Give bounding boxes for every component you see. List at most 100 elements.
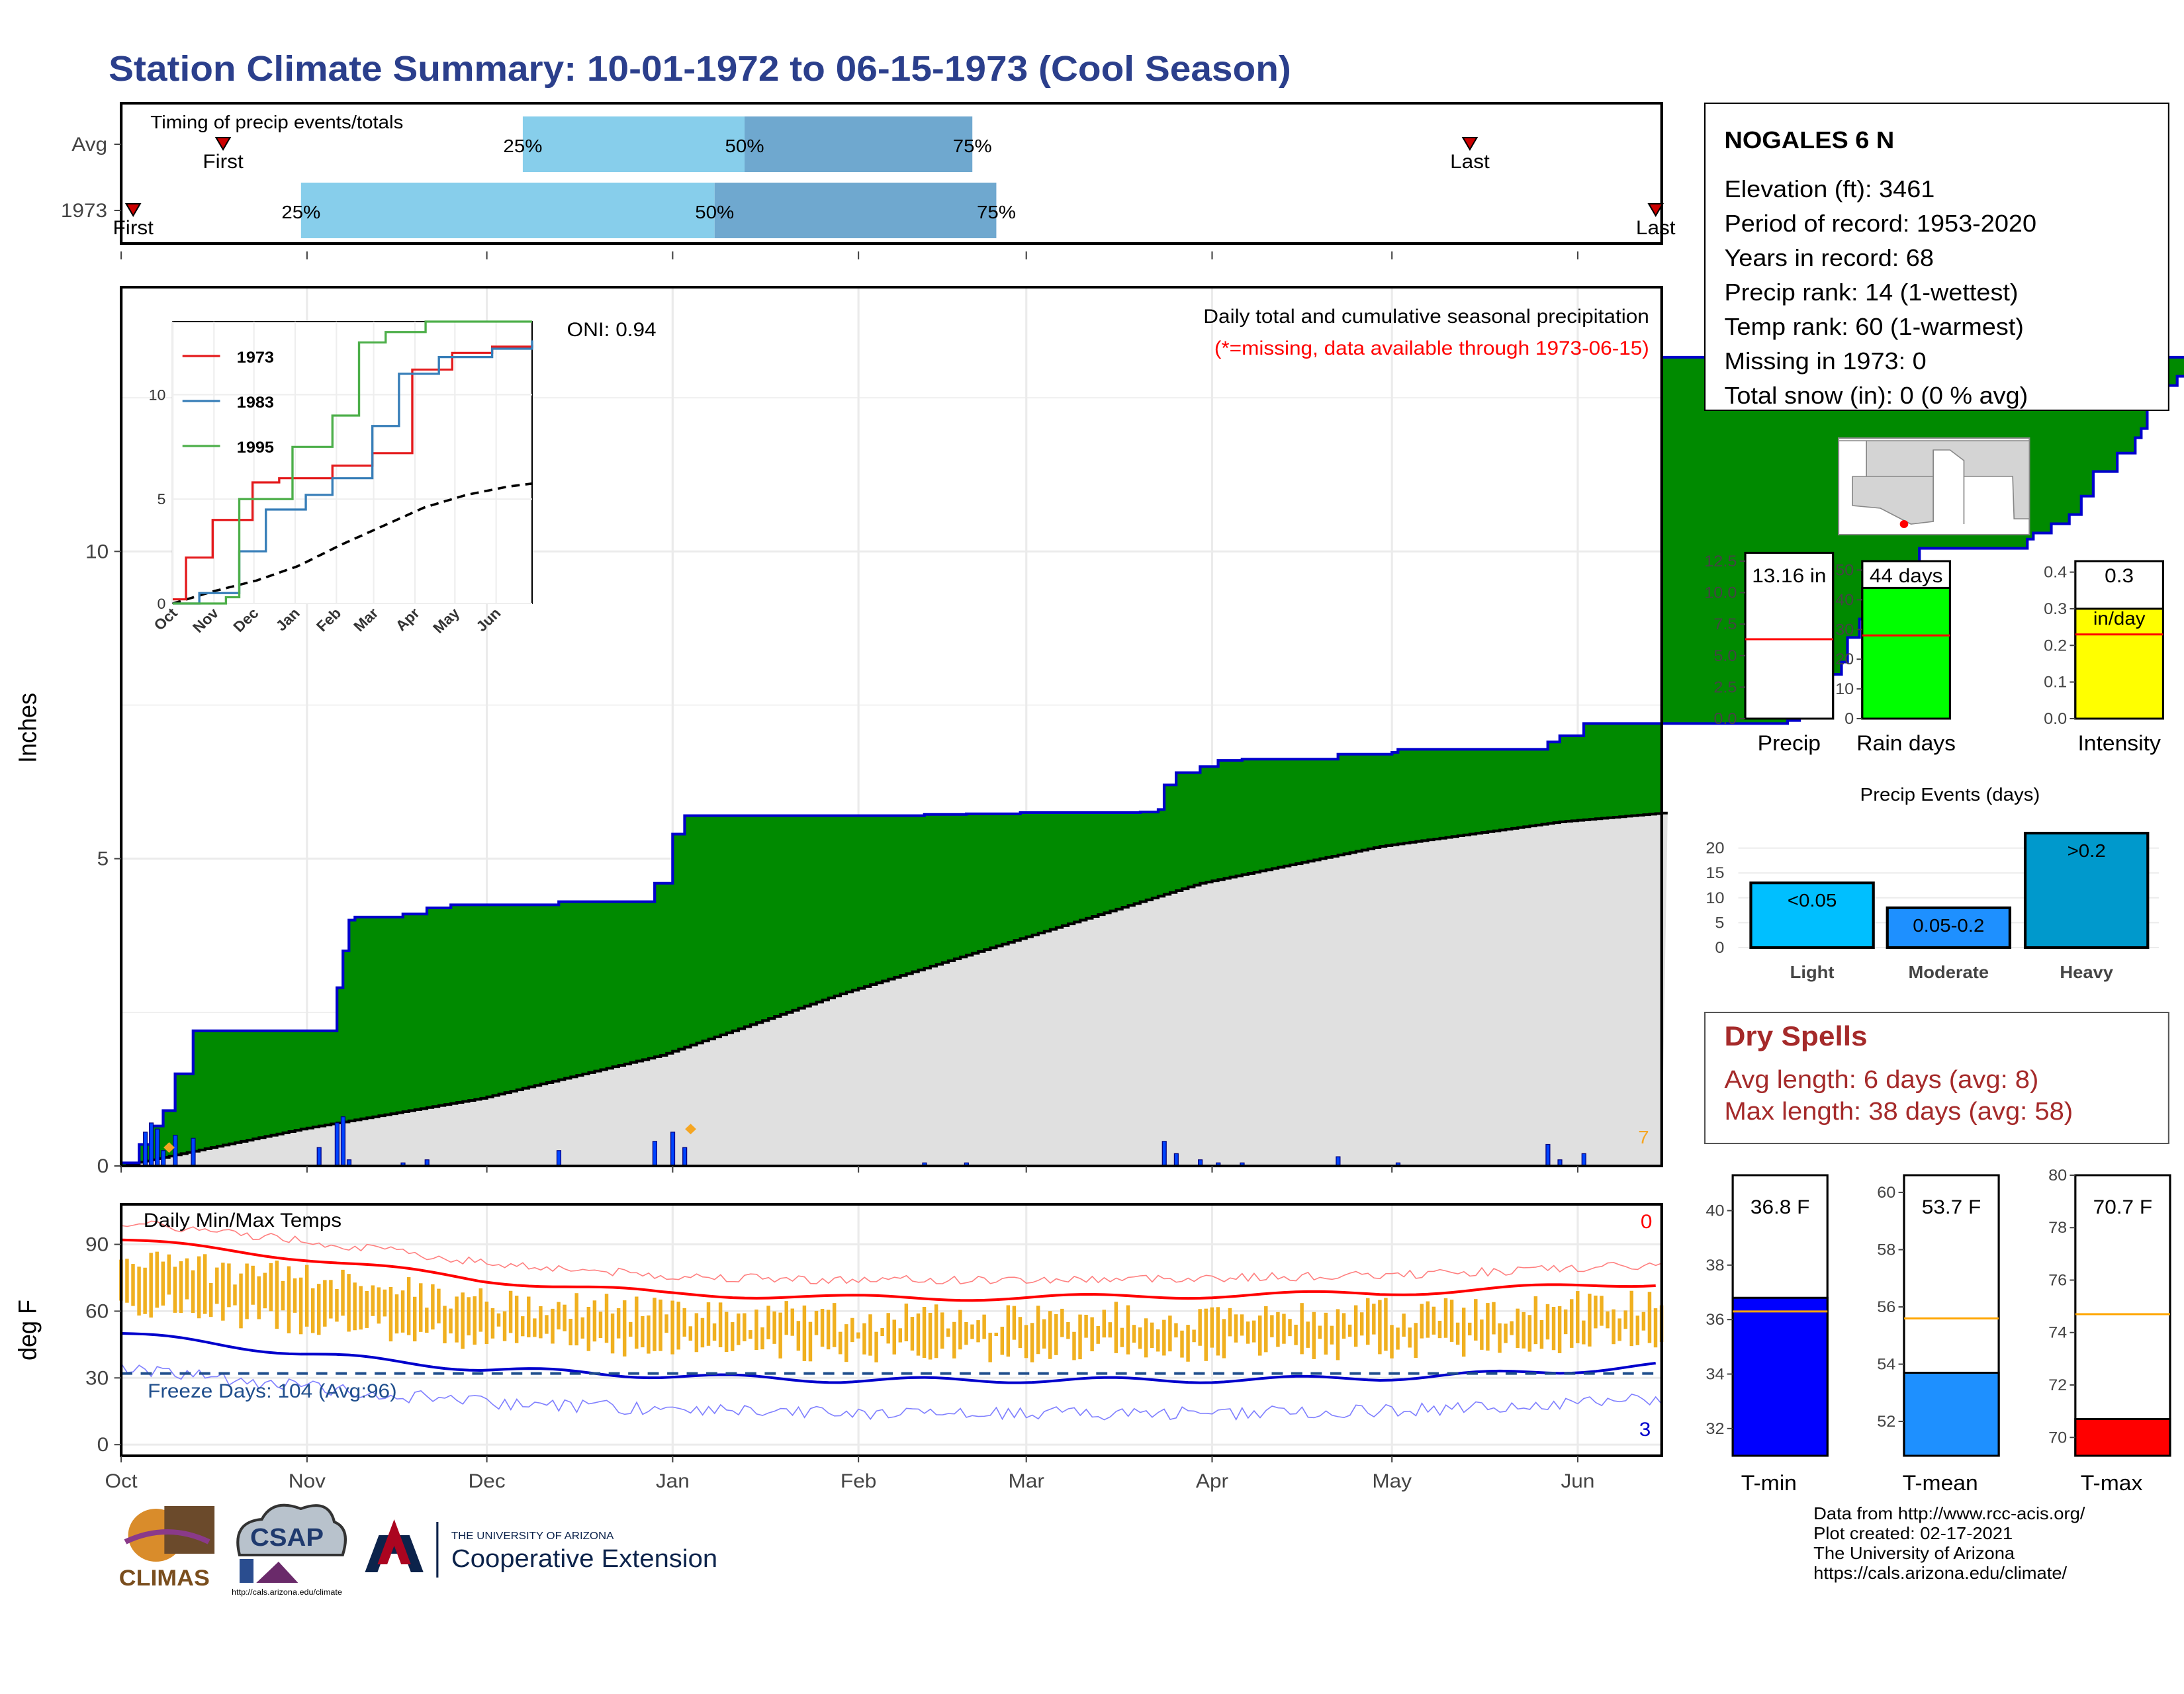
timing-last-label: Last [1636,216,1676,239]
daily-precip-bar [556,1150,562,1167]
csap-logo-url: http://cals.arizona.edu/climate [232,1587,342,1597]
daily-temp-bar [826,1310,831,1350]
month-label: Jan [656,1470,690,1492]
daily-temp-bar [1420,1304,1424,1339]
daily-temp-bar [916,1313,921,1356]
summary-bar-value: 0.3 [2105,564,2134,587]
daily-temp-bar [1563,1309,1568,1335]
daily-temp-bar [263,1272,267,1309]
inset-legend-label: 1995 [237,439,274,457]
daily-temp-bar [1461,1308,1466,1357]
events-tick-label: 20 [1706,840,1724,857]
daily-temp-bar [1132,1325,1136,1343]
summary-bar-tick-label: 30 [1835,621,1854,639]
daily-temp-bar [1114,1302,1118,1353]
csap-logo-bars [239,1559,254,1583]
daily-temp-bar [1396,1327,1400,1350]
daily-temp-bar [1251,1320,1256,1343]
temp-bar-frame [2074,1174,2171,1457]
dry-spells-box [1704,1012,2169,1144]
y-tick-label: 30 [85,1366,109,1389]
inset-panel [171,321,533,604]
daily-temp-bar [1264,1306,1268,1353]
daily-temp-bar [1000,1326,1005,1355]
daily-temp-bar [281,1280,285,1311]
timing-label-75: 75% [953,136,992,157]
daily-temp-bar [1569,1299,1574,1348]
temp-bar-tick-label: 52 [1877,1413,1895,1431]
timing-row-label: 1973 [61,199,107,222]
daily-temp-bar [1174,1323,1178,1338]
daily-temp-bar [484,1302,489,1345]
daily-temp-bar [377,1287,381,1324]
temp-bar-tick-label: 72 [2048,1377,2067,1394]
daily-temp-bar [1318,1325,1322,1339]
daily-temp-bar [868,1314,872,1356]
daily-temp-bar [647,1315,651,1354]
daily-temp-bar [167,1254,171,1295]
month-label: May [1372,1470,1412,1492]
daily-temp-bar [982,1314,986,1339]
daily-temp-bar [880,1327,884,1337]
daily-temp-bar [1090,1317,1094,1352]
daily-temp-bar [1522,1312,1525,1349]
daily-temp-bar [1072,1331,1076,1360]
daily-temp-bar [1612,1309,1615,1345]
daily-precip-bar [682,1147,688,1167]
daily-temp-bar [1198,1309,1202,1346]
temp-bar-tick-label: 58 [1877,1241,1895,1259]
timing-title: Timing of precip events/totals [150,112,403,133]
daily-precip-bar [334,1122,340,1167]
daily-temp-bar [419,1283,423,1332]
inset-legend-label: 1983 [237,394,274,412]
summary-bar-tick-label: 0.3 [2044,600,2067,617]
daily-precip-bar [161,1150,166,1167]
daily-temp-bar [245,1263,249,1319]
daily-temp-bar [155,1251,159,1308]
daily-temp-bar [203,1254,207,1314]
station-info-line: Years in record: 68 [1724,245,1933,271]
daily-temp-bar [1468,1322,1472,1336]
temp-bar-tick-label: 36 [1706,1312,1724,1329]
month-label: Nov [289,1470,326,1492]
daily-temp-bar [185,1258,189,1300]
daily-precip-bar [1161,1141,1167,1167]
daily-temp-bar [928,1312,933,1360]
daily-temp-bar [1647,1292,1652,1343]
daily-temp-bar [856,1332,860,1339]
daily-temp-bar [1582,1320,1586,1345]
daily-temp-bar [520,1316,525,1337]
daily-temp-bar [580,1317,585,1339]
daily-temp-bar [137,1267,141,1316]
daily-temp-bar [1384,1298,1388,1351]
daily-temp-bar [850,1317,854,1343]
timing-first-marker [214,137,232,152]
station-info-box [1704,103,2169,411]
station-info-line: Temp rank: 60 (1-warmest) [1724,314,2023,340]
daily-temp-bar [1527,1315,1532,1352]
daily-temp-bar [1042,1319,1046,1349]
csap-logo: CSAP http://cals.arizona.edu/climate [232,1503,347,1597]
daily-temp-bar [586,1306,591,1351]
daily-temp-bar [874,1331,878,1362]
timing-first-label: First [203,150,244,173]
daily-temp-bar [1234,1314,1238,1343]
daily-temp-bar [179,1261,183,1314]
daily-precip-bar [191,1137,196,1167]
daily-temp-bar [1342,1313,1346,1339]
month-label: Dec [469,1470,506,1492]
daily-temp-bar [431,1284,435,1330]
events-bar [1749,881,1875,949]
daily-temp-bar [718,1302,723,1347]
daily-temp-bar [161,1261,165,1306]
precip-caption: Daily total and cumulative seasonal prec… [1203,305,1649,328]
daily-temp-bar [412,1296,417,1342]
temp-y-label: deg F [14,1300,42,1360]
station-info-line: Elevation (ft): 3461 [1724,176,1934,202]
record-min-count: 3 [1639,1418,1651,1441]
climas-logo-swoosh [124,1529,210,1544]
station-name: NOGALES 6 N [1724,127,1894,154]
temp-panel-border [119,1203,1663,1457]
daily-temp-bar [1372,1304,1376,1335]
temp-bar-tick-label: 74 [2048,1324,2067,1341]
